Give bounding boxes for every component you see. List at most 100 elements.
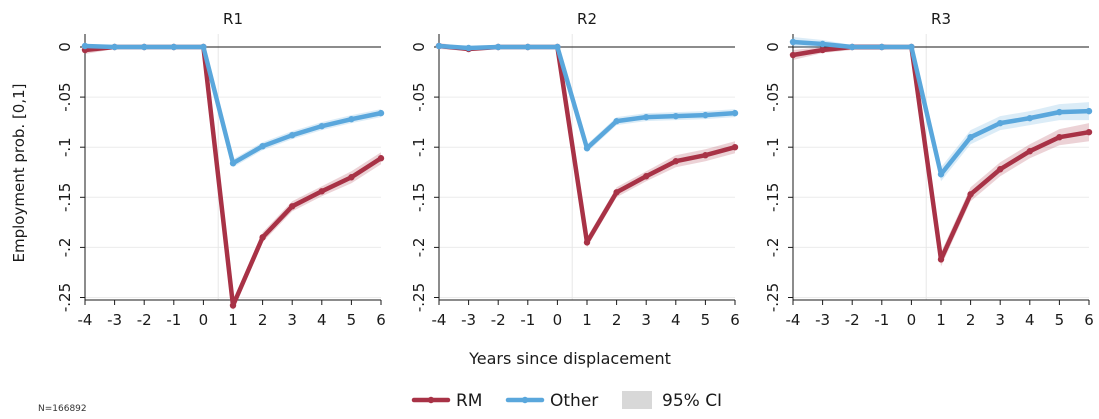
- y-tick-label: -.15: [410, 183, 428, 212]
- y-tick-label: -.05: [410, 82, 428, 111]
- x-tick-label: 0: [553, 311, 563, 329]
- legend-marker: [521, 396, 529, 404]
- legend-item-rm: RM: [411, 391, 482, 411]
- data-point-other: [967, 133, 974, 141]
- data-point-rm: [289, 203, 296, 210]
- data-point-other: [937, 171, 945, 178]
- data-point-rm: [937, 256, 945, 263]
- data-point-other: [524, 43, 531, 51]
- x-tick-label: 1: [582, 311, 592, 329]
- data-point-rm: [789, 51, 797, 59]
- legend-label: 95% CI: [662, 391, 722, 411]
- x-tick-label: -4: [78, 311, 93, 329]
- x-tick-label: 3: [287, 311, 297, 329]
- data-point-rm: [1026, 148, 1034, 155]
- x-tick-label: -2: [137, 311, 152, 329]
- data-point-other: [170, 43, 177, 51]
- data-point-other: [81, 42, 89, 50]
- data-point-other: [348, 115, 355, 123]
- y-axis-label: Employment prob. [0,1]: [10, 84, 28, 263]
- data-point-rm: [819, 46, 826, 54]
- legend-swatch: [622, 391, 652, 409]
- panel-title: R1: [223, 10, 243, 28]
- series-line-other: [82, 43, 384, 166]
- data-point-other: [908, 43, 915, 51]
- x-tick-label: 1: [936, 311, 946, 329]
- data-point-rm: [643, 173, 650, 180]
- x-tick-label: -1: [874, 311, 889, 329]
- x-tick-label: 5: [701, 311, 711, 329]
- x-tick-label: 2: [258, 311, 268, 329]
- legend-item-other: Other: [505, 391, 598, 411]
- x-tick-label: 0: [199, 311, 209, 329]
- y-tick-label: -.1: [764, 137, 782, 157]
- data-point-rm: [1056, 133, 1063, 141]
- x-tick-label: 3: [995, 311, 1005, 329]
- x-tick-label: 6: [376, 311, 386, 329]
- data-point-other: [229, 160, 237, 167]
- legend-marker: [427, 396, 435, 404]
- panel-title: R2: [577, 10, 597, 28]
- data-point-rm: [672, 158, 679, 165]
- data-point-rm: [967, 191, 974, 198]
- data-point-other: [289, 131, 296, 139]
- sample-size-note: N=166892: [38, 404, 87, 414]
- data-point-rm: [613, 189, 620, 196]
- data-point-other: [731, 109, 739, 117]
- data-point-other: [997, 119, 1004, 127]
- x-tick-label: -2: [491, 311, 506, 329]
- x-tick-label: -3: [107, 311, 122, 329]
- panel-r2: R2 0 -.05 -.1 -.15 -.2 -.25-4 -3 -2 -1 0 1 2 3 4 5 6: [410, 10, 740, 329]
- x-tick-label: 1: [228, 311, 238, 329]
- x-tick-label: -1: [520, 311, 535, 329]
- data-point-rm: [259, 234, 266, 241]
- data-point-other: [435, 42, 443, 50]
- data-point-rm: [997, 166, 1004, 173]
- panel-r1: R1 0 -.05 -.1 -.15 -.2 -.25-4 -3 -2 -1 0 1 2 3 4 5 6: [56, 10, 386, 329]
- x-tick-label: 6: [730, 311, 740, 329]
- x-tick-label: 4: [1025, 311, 1035, 329]
- data-point-other: [849, 43, 856, 51]
- data-point-rm: [702, 152, 709, 159]
- x-tick-label: -3: [815, 311, 830, 329]
- data-point-other: [318, 122, 325, 130]
- data-point-other: [613, 117, 620, 125]
- y-tick-label: -.2: [56, 238, 74, 258]
- x-tick-label: 5: [1055, 311, 1065, 329]
- data-point-other: [495, 43, 502, 51]
- data-point-rm: [229, 302, 237, 309]
- data-point-other: [259, 142, 266, 150]
- chart-panels: R10-.05-.1-.15-.2-.25-4 -3 -2 -1 0 1 2 3 4 5 6R20-…: [56, 10, 1094, 329]
- x-tick-label: 2: [612, 311, 622, 329]
- legend-item-95-ci: 95% CI: [622, 391, 722, 411]
- y-tick-label: -.05: [764, 82, 782, 111]
- x-tick-label: -3: [461, 311, 476, 329]
- legend-label: RM: [456, 391, 482, 411]
- data-point-other: [1056, 108, 1063, 116]
- x-tick-label: 4: [317, 311, 327, 329]
- data-point-rm: [731, 144, 739, 151]
- series-line-rm: [790, 44, 1092, 262]
- data-point-other: [554, 43, 561, 51]
- y-tick-label: -.2: [764, 238, 782, 258]
- data-point-other: [1085, 107, 1093, 115]
- x-tick-label: 6: [1084, 311, 1094, 329]
- y-tick-label: -.1: [410, 137, 428, 157]
- series-line-rm: [82, 44, 384, 308]
- data-point-rm: [377, 155, 385, 162]
- ci-band-other: [85, 43, 381, 168]
- data-point-other: [465, 44, 472, 52]
- x-tick-label: 0: [907, 311, 917, 329]
- data-point-other: [672, 112, 679, 120]
- data-point-other: [141, 43, 148, 51]
- data-point-other: [200, 43, 207, 51]
- data-point-other: [878, 43, 885, 51]
- data-point-other: [1026, 114, 1034, 122]
- legend-label: Other: [550, 391, 598, 411]
- data-point-other: [583, 145, 591, 152]
- y-tick-label: -.2: [410, 238, 428, 258]
- x-tick-label: -4: [432, 311, 447, 329]
- y-tick-label: -.05: [56, 82, 74, 111]
- y-tick-label: -.25: [56, 283, 74, 312]
